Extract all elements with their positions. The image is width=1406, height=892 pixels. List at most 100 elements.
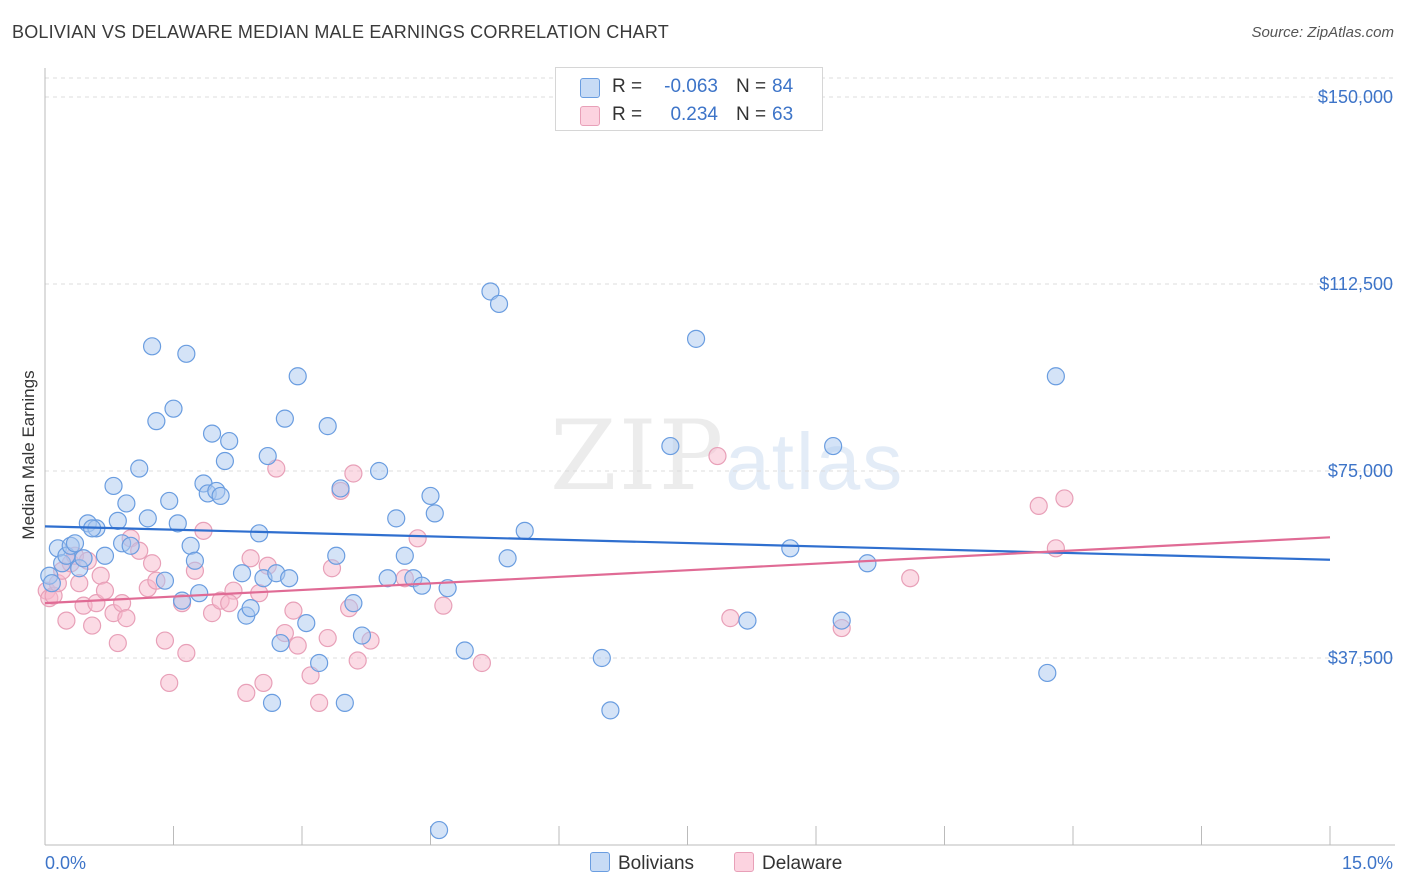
data-point [370,461,389,481]
x-tick-label: 0.0% [45,853,86,873]
data-point [271,633,290,653]
data-point [95,581,115,600]
data-point [824,436,843,456]
data-point [83,616,102,635]
data-point [280,569,299,588]
axis-labels: $37,500 $75,000 $112,500 $150,000 0.0% 15.0% M… [19,87,1393,873]
data-point [344,464,363,483]
data-point [1046,539,1065,558]
data-point [267,459,286,478]
legend-r-label: R = [612,104,643,125]
chart-title: BOLIVIAN VS DELAWARE MEDIAN MALE EARNING… [12,22,669,42]
data-point [378,569,397,588]
data-point [1055,489,1074,508]
data-point [344,594,363,613]
y-tick-label: $112,500 [1319,274,1393,294]
data-point [220,431,239,451]
data-point [181,536,200,555]
data-point [104,476,123,496]
data-point [172,591,192,610]
data-point [241,549,260,568]
data-point [117,494,136,513]
legend-swatch-bolivians [590,852,610,872]
legend-label-delaware: Delaware [762,853,843,874]
data-point [164,399,183,418]
data-point [108,633,127,653]
legend-swatch-delaware [734,852,754,872]
data-point [832,611,851,630]
data-point [237,683,256,703]
data-point [190,584,209,603]
data-point [310,693,329,712]
y-axis-title: Median Male Earnings [19,370,38,539]
data-point [87,594,106,613]
legend-n-value: 63 [772,104,794,125]
data-point [1029,496,1048,516]
data-point [1046,367,1065,386]
data-point [721,609,740,628]
data-point [65,534,85,553]
data-point [168,514,187,533]
watermark-atlas: atlas [725,417,905,506]
trend-line [44,536,1331,605]
data-point [211,486,230,506]
data-point [142,554,162,573]
data-point [318,417,337,436]
data-point [160,673,179,693]
data-point [254,673,273,693]
data-point [352,626,372,645]
data-point [348,651,367,670]
y-tick-label: $75,000 [1328,461,1393,481]
data-point [288,367,307,386]
data-point [74,549,93,568]
data-point [142,337,162,356]
data-point [395,546,414,565]
trend-lines [44,525,1331,605]
data-point [202,604,222,623]
data-point [489,294,509,314]
data-point [331,479,350,498]
data-point [220,594,239,613]
data-point [455,641,474,660]
data-point [327,546,346,565]
data-point [112,594,132,613]
data-point [858,554,877,573]
legend-r-value: -0.063 [664,76,718,97]
data-point [275,409,294,428]
legend-row-delaware: R = 0.234 N = 63 [556,102,822,128]
correlation-legend: R = -0.063 N = 84 R = 0.234 N = 63 [555,67,823,131]
data-point [160,491,179,511]
data-point [387,509,406,528]
data-point [117,609,136,628]
legend-n-label: N = [736,104,767,125]
data-point [498,549,517,568]
data-point [215,451,234,471]
legend-swatch-delaware [580,106,600,126]
series-delaware [37,446,1074,712]
axes [44,68,1395,846]
y-tick-label: $37,500 [1328,648,1393,668]
data-point [781,539,800,558]
data-point [232,564,252,583]
data-point [661,436,680,456]
data-point [121,536,140,555]
data-point [434,596,453,615]
legend-label-bolivians: Bolivians [618,853,695,874]
data-point [155,571,175,590]
chart-source: Source: ZipAtlas.com [1251,24,1394,41]
data-point [472,653,491,673]
data-point [708,446,727,466]
data-point [241,599,260,618]
data-point [288,636,307,655]
data-point [95,546,115,565]
data-point [91,566,110,585]
data-point [284,601,303,620]
data-point [177,643,196,663]
data-point [108,511,127,530]
series-bolivians [40,282,1065,840]
data-point [601,701,620,720]
data-point [515,521,534,540]
legend-swatch-bolivians [580,78,600,98]
data-point [147,412,166,431]
